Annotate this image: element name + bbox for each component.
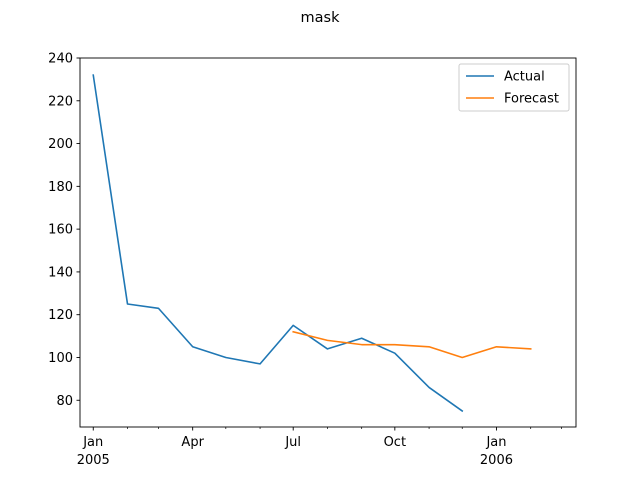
y-tick-label: 120 (48, 308, 73, 323)
y-tick-label: 220 (48, 94, 73, 109)
y-tick-label: 140 (48, 265, 73, 280)
y-tick-label: 180 (48, 180, 73, 195)
chart-title: mask (301, 10, 341, 26)
x-tick-label: Jan (82, 435, 103, 450)
series-line-forecast (292, 330, 532, 359)
x-tick-sublabel: 2005 (77, 453, 110, 468)
x-tick-sublabel: 2006 (480, 453, 513, 468)
series-line-actual (92, 74, 464, 413)
y-tick-label: 100 (48, 351, 73, 366)
legend: Actual Forecast (458, 63, 570, 112)
x-tick-label: Apr (181, 435, 204, 450)
y-tick-label: 80 (56, 394, 73, 409)
x-tick-label: Jan (485, 435, 506, 450)
legend-label-forecast: Forecast (504, 92, 559, 107)
x-tick-label: Oct (384, 435, 406, 450)
plot-area (92, 74, 532, 413)
x-tick-label: Jul (284, 435, 301, 450)
axes: 80 100 120 140 160 180 200 220 240 Jan 2005 Apr Jul O… (48, 52, 577, 468)
y-tick-label: 200 (48, 137, 73, 152)
y-tick-label: 240 (48, 52, 73, 67)
legend-label-actual: Actual (504, 70, 545, 85)
axes-frame (79, 57, 577, 428)
y-tick-label: 160 (48, 223, 73, 238)
